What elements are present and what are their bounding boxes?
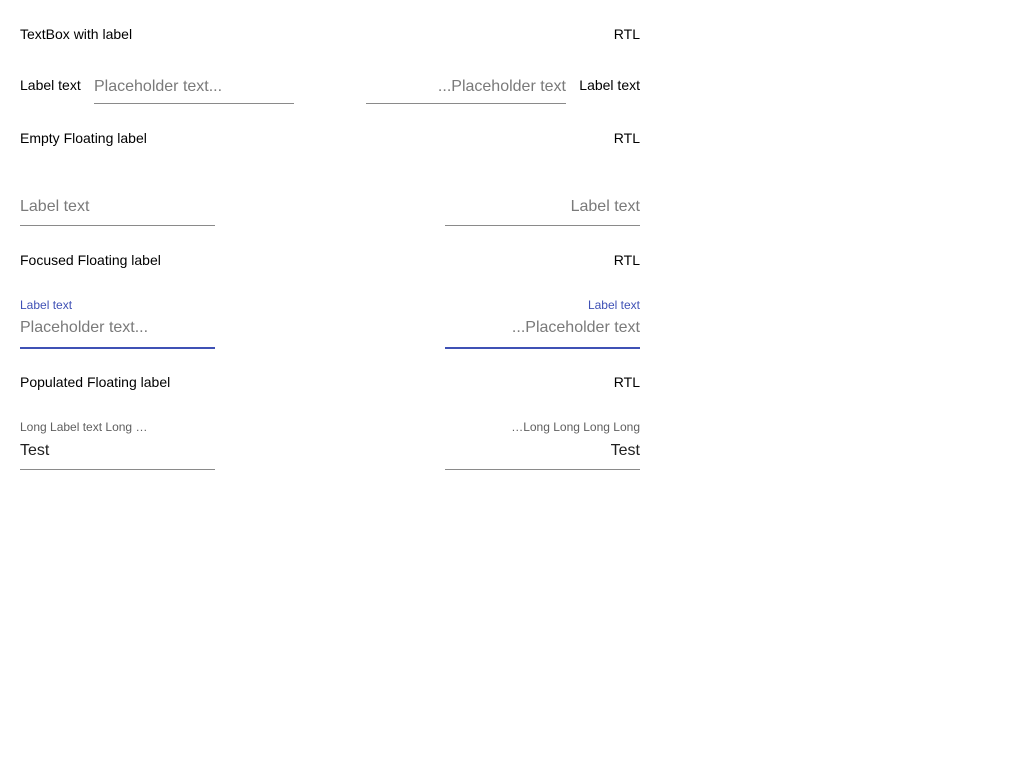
section-title-textbox-with-label: TextBox with label [20,26,133,42]
floating-input-focused-rtl[interactable] [445,318,640,338]
floating-input-populated-ltr[interactable] [20,441,215,461]
rtl-tag: RTL [613,130,640,146]
section-title-focused-floating: Focused Floating label [20,252,161,268]
floating-field-focused-rtl[interactable] [445,312,640,349]
floating-field-populated-ltr[interactable] [20,434,215,470]
textbox-rtl-input[interactable] [366,77,566,97]
floating-label-empty-ltr: Label text [20,198,90,215]
floating-field-empty-rtl[interactable]: Label text [445,186,640,226]
inline-label-ltr: Label text [20,77,81,93]
rtl-tag: RTL [613,374,640,390]
textbox-ltr-input[interactable] [94,77,294,97]
floating-label-focused-ltr: Label text [20,298,73,312]
inline-label-rtl: Label text [579,77,640,93]
rtl-tag: RTL [613,252,640,268]
floating-input-populated-rtl[interactable] [445,441,640,461]
floating-label-focused-rtl: Label text [587,298,640,312]
floating-input-focused-ltr[interactable] [20,318,215,338]
floating-label-empty-rtl: Label text [570,198,640,215]
textbox-ltr[interactable] [94,70,294,104]
rtl-tag: RTL [613,26,640,42]
section-title-populated-floating: Populated Floating label [20,374,171,390]
floating-label-populated-rtl: Long Label text Long Long Long Long [510,420,640,434]
floating-label-populated-ltr: Long Label text Long Long Long Long [20,420,150,434]
floating-field-focused-ltr[interactable] [20,312,215,349]
floating-field-empty-ltr[interactable]: Label text [20,186,215,226]
section-title-empty-floating: Empty Floating label [20,130,147,146]
textbox-rtl[interactable] [366,70,566,104]
floating-field-populated-rtl[interactable] [445,434,640,470]
